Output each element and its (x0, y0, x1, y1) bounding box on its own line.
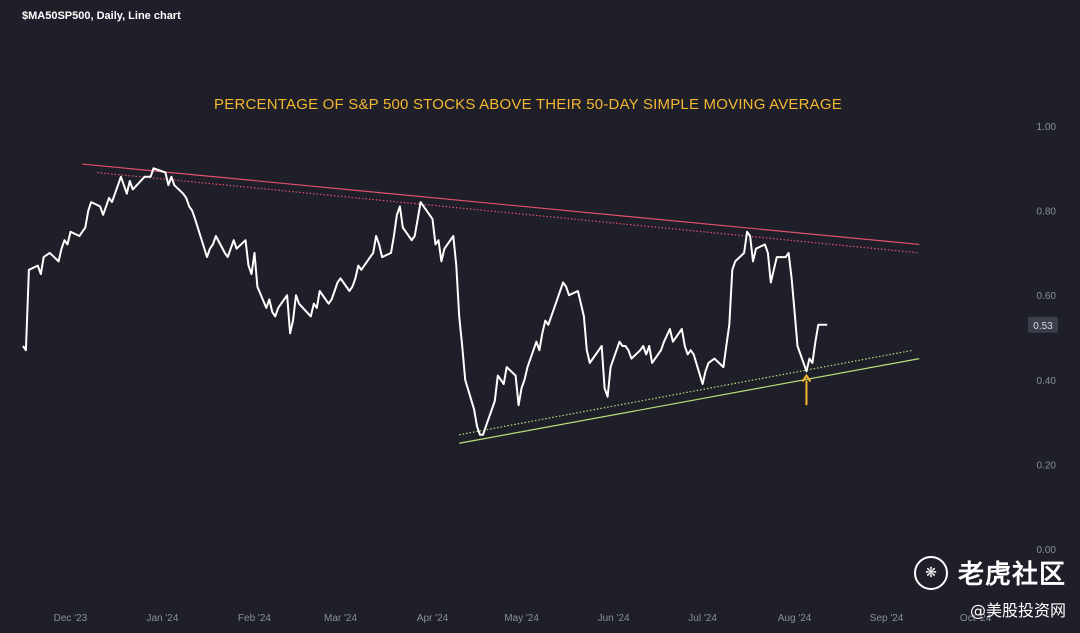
x-tick-label: Dec '23 (54, 613, 88, 624)
x-tick-label: Jan '24 (146, 613, 178, 624)
x-tick-label: Mar '24 (324, 613, 357, 624)
resistance-trendline (82, 163, 920, 246)
x-tick-label: Oct '24 (960, 613, 992, 624)
watermark-brand: 老虎社区 (957, 560, 1066, 590)
chart-title: PERCENTAGE OF S&P 500 STOCKS ABOVE THEIR… (214, 96, 842, 113)
tiger-logo-icon: ❋ (913, 555, 948, 590)
x-tick-label: Jun '24 (598, 613, 630, 624)
x-tick-label: Jul '24 (688, 613, 717, 624)
annotation-arrow-head (801, 373, 812, 383)
x-tick-label: Feb '24 (238, 613, 271, 624)
x-tick-label: Aug '24 (778, 613, 812, 624)
x-tick-label: Apr '24 (417, 613, 449, 624)
y-tick-label: 0.00 (1037, 545, 1057, 556)
y-tick-label: 0.20 (1037, 460, 1057, 471)
y-tick-label: 0.60 (1037, 291, 1057, 302)
watermark-handle: @美股投资网 (969, 601, 1066, 620)
watermark: ❋ 老虎社区 @美股投资网 (913, 554, 1066, 621)
series-line (22, 167, 828, 436)
x-tick-label: Sep '24 (870, 613, 904, 624)
y-tick-label: 1.00 (1037, 122, 1057, 133)
x-tick-label: May '24 (504, 613, 539, 624)
last-value-label: 0.53 (1033, 321, 1053, 332)
y-tick-label: 0.80 (1037, 207, 1057, 218)
support-trendline (459, 358, 920, 444)
last-value-badge (1028, 316, 1058, 333)
resistance-trendline-dotted (97, 171, 920, 254)
y-tick-label: 0.40 (1037, 376, 1057, 387)
support-trendline-dotted (459, 349, 914, 436)
chart-symbol-label: $MA50SP500, Daily, Line chart (22, 10, 181, 22)
